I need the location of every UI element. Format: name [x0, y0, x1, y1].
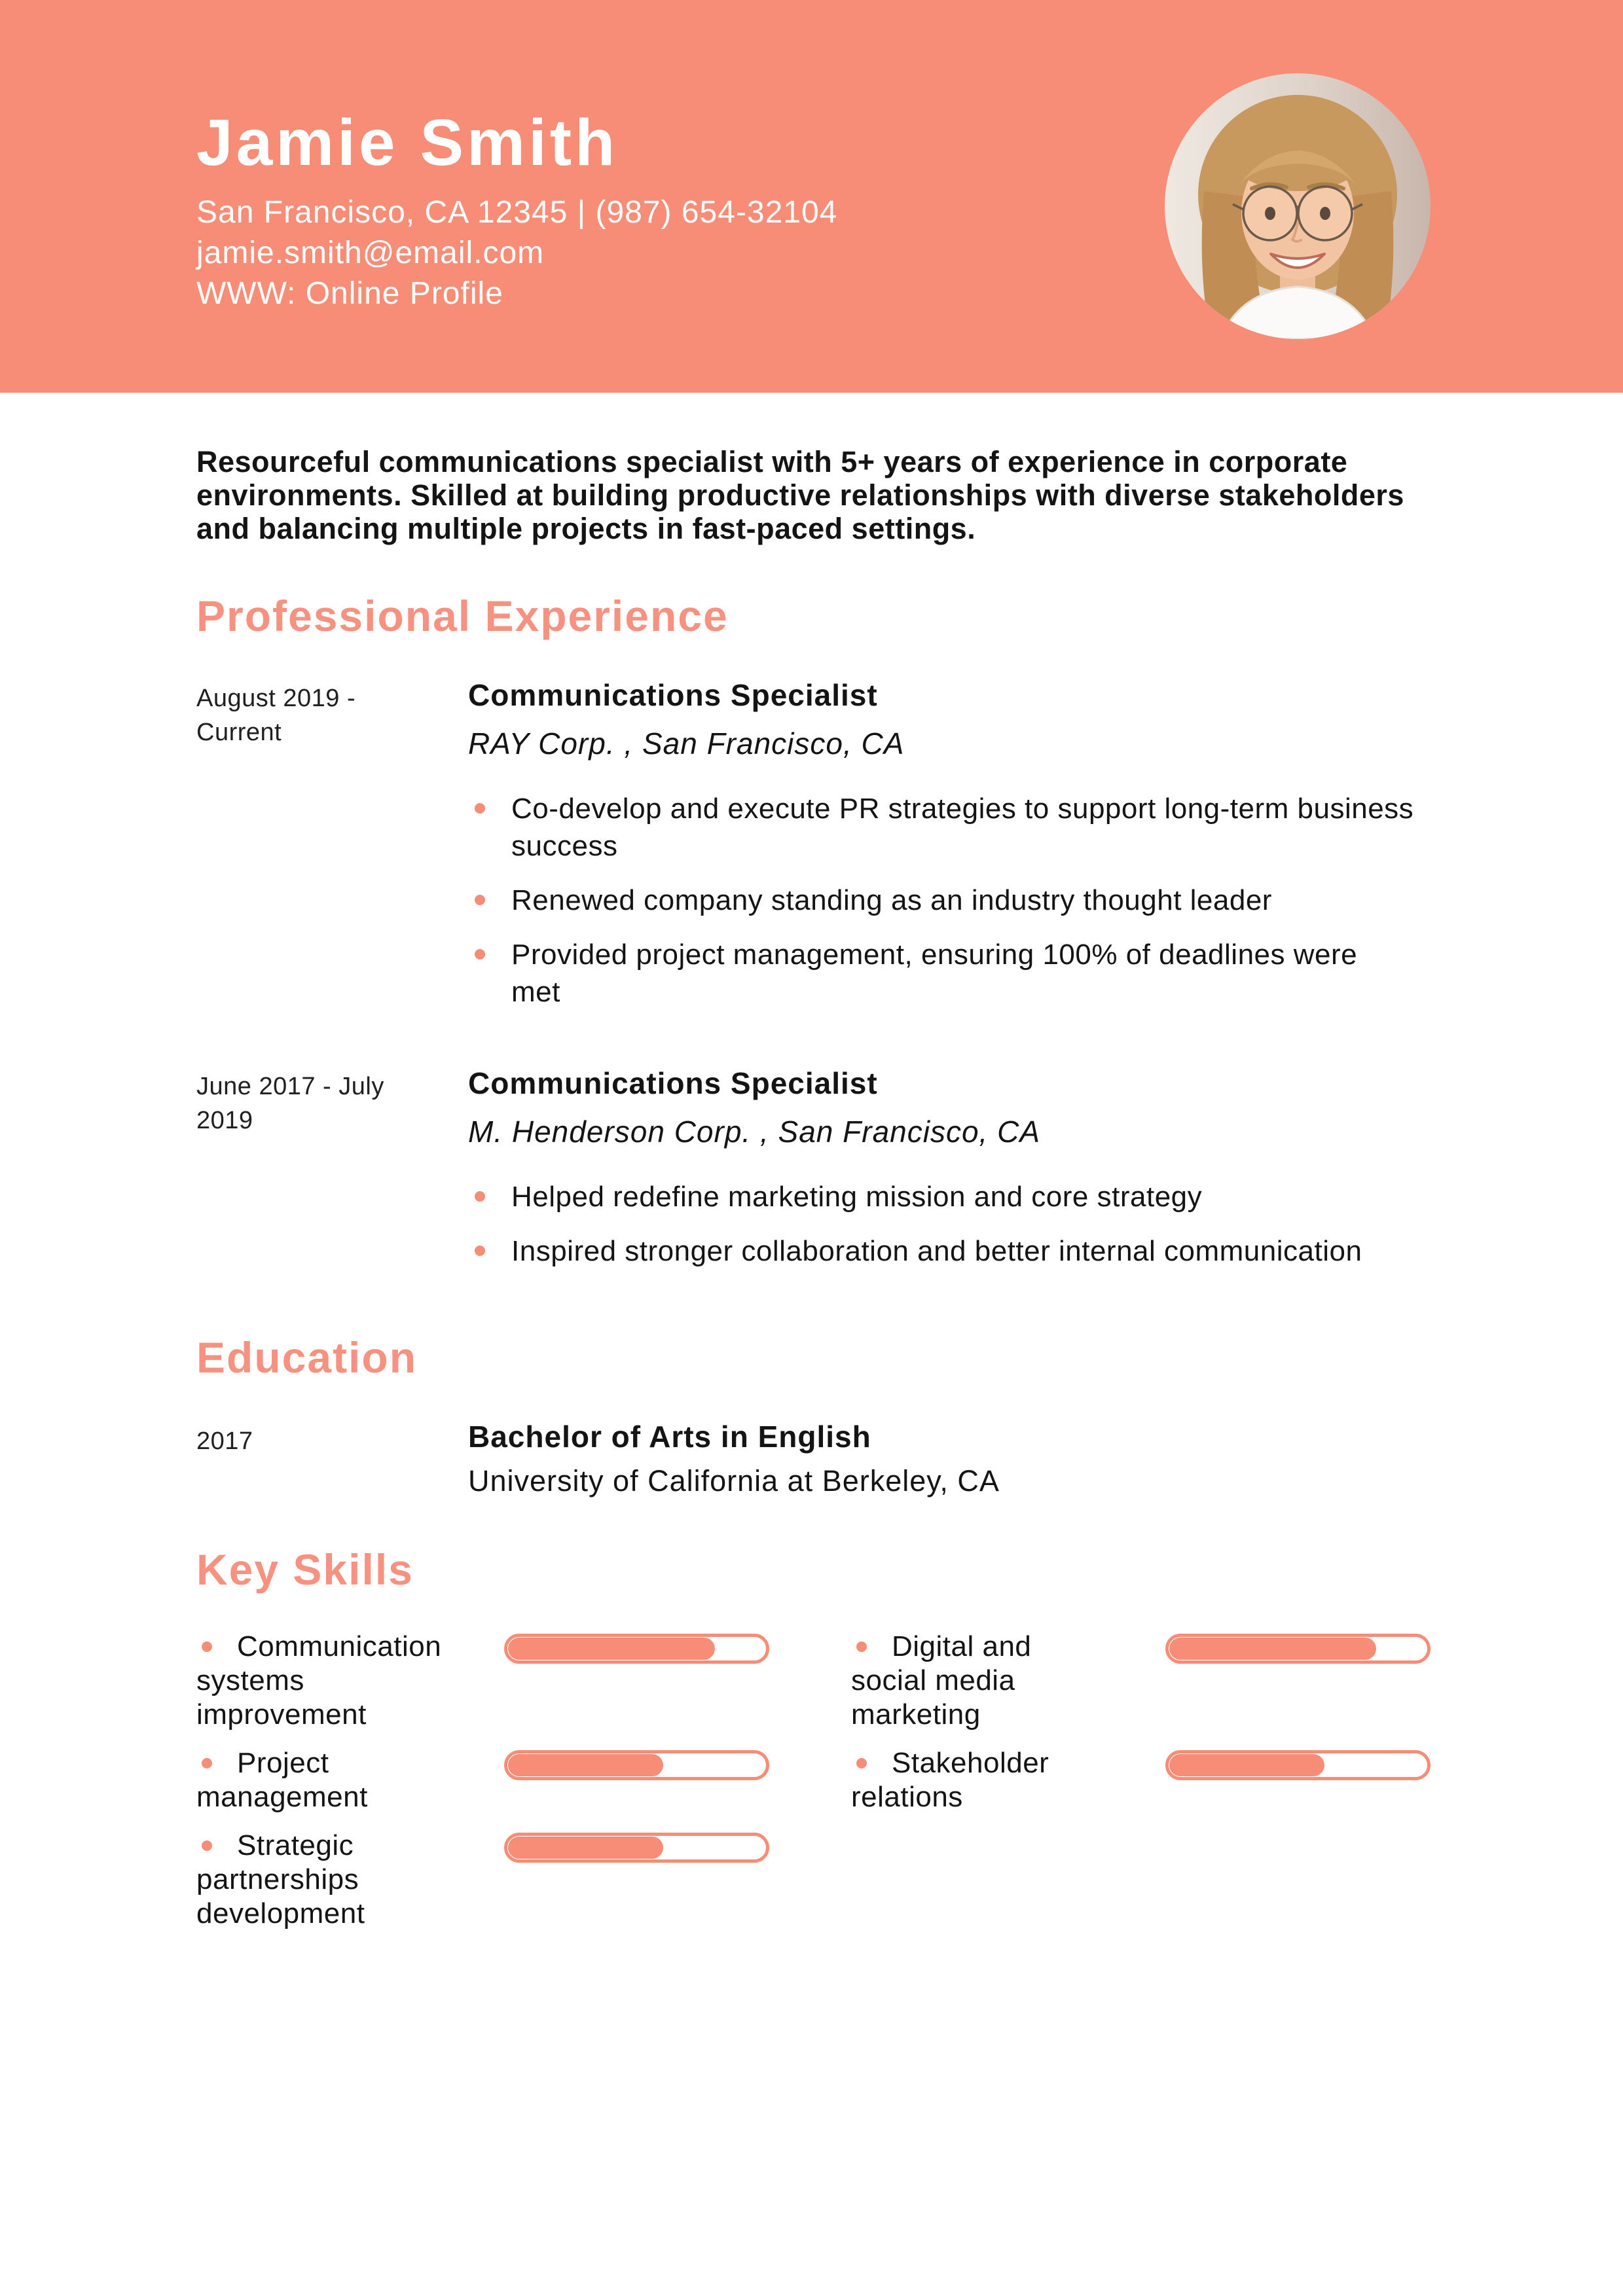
job-dates: August 2019 - Current [196, 685, 356, 746]
job-bullet-list: Helped redefine marketing mission and co… [468, 1178, 1440, 1270]
education-entry: 2017 Bachelor of Arts in English Univers… [196, 1419, 1440, 1499]
skill-progress-bar [1165, 1634, 1431, 1664]
skill-text: Stakeholder relations [851, 1747, 1049, 1813]
skill-bar-wrap [504, 1630, 851, 1732]
skill-progress-fill [508, 1638, 715, 1660]
bullet-dot-icon [856, 1758, 867, 1768]
job-company: M. Henderson Corp. , San Francisco, CA [468, 1115, 1040, 1149]
contact-website[interactable]: WWW: Online Profile [196, 276, 503, 311]
education-degree: Bachelor of Arts in English [468, 1420, 871, 1454]
skill-text: Communication systems improvement [196, 1630, 442, 1731]
bullet-text: Provided project management, ensuring 10… [511, 939, 1358, 1008]
section-title-skills: Key Skills [196, 1545, 414, 1594]
bullet-item: Helped redefine marketing mission and co… [468, 1178, 1440, 1215]
bullet-dot-icon [202, 1840, 212, 1851]
bullet-dot-icon [202, 1758, 212, 1768]
bullet-dot-icon [475, 949, 485, 960]
profile-photo-illustration [1165, 73, 1431, 339]
skill-label: Communication systems improvement [196, 1630, 458, 1732]
job-entry: June 2017 - July 2019 Communications Spe… [196, 1066, 1440, 1287]
education-year: 2017 [196, 1427, 253, 1455]
job-details: Communications Specialist RAY Corp. , Sa… [468, 677, 1440, 1028]
job-details: Communications Specialist M. Henderson C… [468, 1066, 1440, 1287]
bullet-item: Provided project management, ensuring 10… [468, 936, 1372, 1011]
skill-label: Project management [196, 1746, 458, 1814]
skill-progress-bar [504, 1634, 769, 1664]
bullet-item: Inspired stronger collaboration and bett… [468, 1232, 1440, 1270]
skill-label: Strategic partnerships development [196, 1829, 458, 1931]
header: Jamie Smith San Francisco, CA 12345 | (9… [0, 0, 1623, 393]
contact-location-phone: San Francisco, CA 12345 | (987) 654-3210… [196, 195, 838, 230]
bullet-dot-icon [475, 803, 485, 814]
skill-text: Strategic partnerships development [196, 1829, 365, 1929]
experience-list: August 2019 - Current Communications Spe… [196, 677, 1440, 1287]
bullet-text: Co-develop and execute PR strategies to … [511, 793, 1414, 862]
skill-progress-fill [1169, 1638, 1376, 1660]
summary-paragraph: Resourceful communications specialist wi… [196, 445, 1404, 545]
skill-label: Digital and social media marketing [851, 1630, 1113, 1732]
job-dates: June 2017 - July 2019 [196, 1073, 384, 1134]
education-school: University of California at Berkeley, CA [468, 1464, 1000, 1498]
profile-photo [1165, 73, 1431, 339]
skill-progress-bar [504, 1833, 769, 1863]
bullet-text: Helped redefine marketing mission and co… [511, 1181, 1203, 1213]
skill-bar-wrap [1165, 1746, 1431, 1814]
skill-progress-bar [504, 1750, 769, 1780]
person-name: Jamie Smith [196, 106, 619, 179]
skill-progress-bar [1165, 1750, 1431, 1780]
education-details: Bachelor of Arts in English University o… [468, 1419, 1440, 1499]
bullet-item: Co-develop and execute PR strategies to … [468, 790, 1440, 865]
job-title: Communications Specialist [468, 678, 878, 712]
skill-text: Project management [196, 1747, 368, 1813]
skill-label: Stakeholder relations [851, 1746, 1113, 1814]
job-company: RAY Corp. , San Francisco, CA [468, 726, 905, 761]
job-bullet-list: Co-develop and execute PR strategies to … [468, 790, 1440, 1011]
skill-text: Digital and social media marketing [851, 1630, 1032, 1731]
bullet-dot-icon [475, 1246, 485, 1256]
skill-bar-wrap [504, 1746, 851, 1814]
bullet-dot-icon [202, 1641, 212, 1652]
bullet-dot-icon [856, 1641, 867, 1652]
section-title-education: Education [196, 1333, 418, 1382]
skill-bar-wrap [1165, 1630, 1431, 1732]
job-entry: August 2019 - Current Communications Spe… [196, 677, 1440, 1028]
skills-grid: Communication systems improvement Digita… [196, 1630, 1440, 1931]
bullet-dot-icon [475, 1191, 485, 1202]
skills-grid-empty-cell [851, 1829, 1165, 1931]
section-title-experience: Professional Experience [196, 592, 729, 640]
resume-body: Resourceful communications specialist wi… [0, 445, 1623, 1931]
bullet-text: Inspired stronger collaboration and bett… [511, 1235, 1362, 1267]
bullet-dot-icon [475, 895, 485, 905]
skill-progress-fill [1169, 1754, 1324, 1776]
bullet-text: Renewed company standing as an industry … [511, 884, 1272, 916]
contact-email[interactable]: jamie.smith@email.com [196, 236, 545, 270]
bullet-item: Renewed company standing as an industry … [468, 882, 1440, 919]
skill-progress-fill [508, 1837, 663, 1859]
contact-block: San Francisco, CA 12345 | (987) 654-3210… [196, 192, 1431, 314]
skills-grid-empty-cell [1165, 1829, 1431, 1931]
skill-progress-fill [508, 1754, 663, 1776]
skill-bar-wrap [504, 1829, 851, 1931]
job-title: Communications Specialist [468, 1066, 878, 1100]
